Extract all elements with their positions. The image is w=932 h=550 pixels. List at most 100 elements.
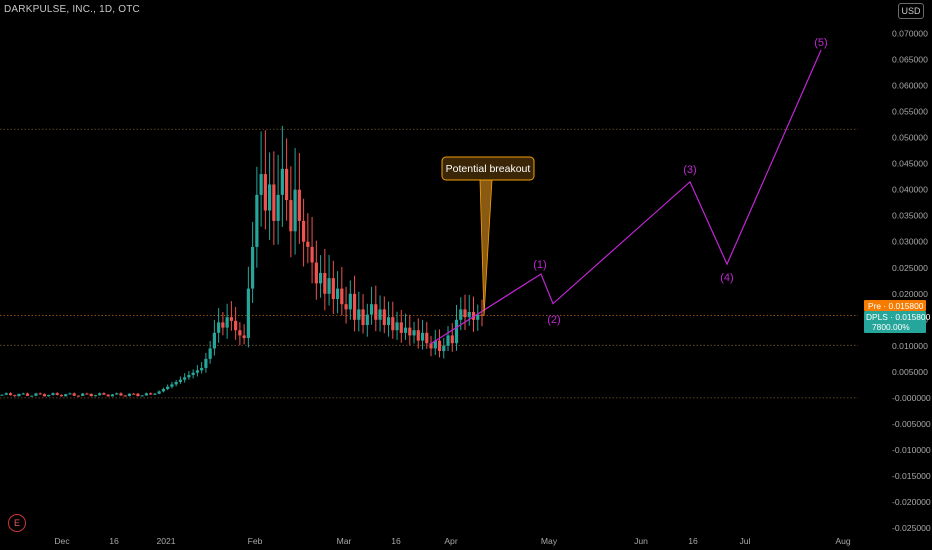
time-axis: Dec 16 2021 Feb Mar 16 Apr May Jun 16 Jul Aug bbox=[54, 536, 851, 546]
candle-body bbox=[102, 393, 106, 395]
candle-body bbox=[289, 200, 293, 232]
candle-body bbox=[314, 262, 318, 284]
candle-body bbox=[21, 393, 25, 395]
price-tick-label: -0.025000 bbox=[892, 523, 931, 533]
candle-body bbox=[408, 327, 412, 336]
candle-body bbox=[297, 189, 301, 221]
candle-body bbox=[17, 394, 21, 397]
price-tick-label: 0.035000 bbox=[892, 211, 928, 221]
candle-body bbox=[234, 320, 238, 331]
candle-body bbox=[259, 174, 263, 195]
price-tick-label: 0.070000 bbox=[892, 28, 928, 38]
candle-body bbox=[378, 309, 382, 320]
candle-body bbox=[51, 393, 55, 396]
candle-body bbox=[212, 332, 216, 349]
candle-body bbox=[8, 393, 13, 396]
price-axis: 0.070000 0.065000 0.060000 0.055000 0.050000… bbox=[892, 28, 931, 533]
candle-body bbox=[280, 168, 284, 195]
candle-body bbox=[161, 389, 166, 392]
candle-body bbox=[0, 394, 4, 396]
candle-body bbox=[221, 322, 225, 328]
candle-body bbox=[178, 379, 183, 383]
time-tick-label: May bbox=[541, 536, 558, 546]
candle-body bbox=[395, 322, 399, 331]
time-tick-label: Mar bbox=[337, 536, 352, 546]
candle-body bbox=[369, 304, 374, 315]
candle-body bbox=[331, 278, 335, 299]
candle-body bbox=[72, 393, 76, 396]
wave-label: (4) bbox=[720, 272, 733, 284]
wave-label: (5) bbox=[814, 37, 827, 49]
candle-body bbox=[365, 314, 369, 326]
callout-pointer bbox=[479, 179, 493, 316]
candle-body bbox=[183, 377, 187, 380]
last-price-badge bbox=[864, 311, 926, 333]
candle-body bbox=[191, 372, 195, 375]
time-tick-label: Dec bbox=[54, 536, 70, 546]
time-tick-label: 16 bbox=[109, 536, 119, 546]
candle-body bbox=[238, 330, 242, 336]
price-tick-label: 0.065000 bbox=[892, 55, 928, 65]
time-tick-label: 16 bbox=[688, 536, 698, 546]
candle-body bbox=[174, 382, 178, 385]
callout-box bbox=[441, 156, 535, 181]
candle-body bbox=[416, 330, 420, 341]
candle-body bbox=[480, 314, 484, 316]
candle-body bbox=[85, 393, 89, 395]
earnings-event-badge[interactable]: E bbox=[8, 514, 26, 532]
time-tick-label: Jun bbox=[634, 536, 648, 546]
price-tick-label: 0.040000 bbox=[892, 185, 928, 195]
candle-body bbox=[471, 312, 476, 320]
candle-body bbox=[255, 194, 259, 247]
candle-body bbox=[200, 367, 204, 371]
candle-body bbox=[454, 319, 459, 344]
time-tick-label: Aug bbox=[835, 536, 851, 546]
candle-body bbox=[38, 393, 42, 395]
candle-body bbox=[55, 393, 59, 395]
candle-body bbox=[242, 335, 246, 339]
candle-body bbox=[149, 393, 153, 395]
candle-body bbox=[251, 246, 255, 289]
candle-body bbox=[153, 393, 157, 395]
candlestick-series bbox=[0, 125, 484, 397]
candle-body bbox=[327, 278, 331, 294]
elliott-wave-projection: (1) (2) (3) (4) (5) bbox=[429, 37, 828, 345]
candle-body bbox=[25, 393, 30, 396]
candle-body bbox=[429, 343, 433, 349]
candle-body bbox=[268, 184, 272, 211]
time-tick-label: Feb bbox=[248, 536, 263, 546]
candle-body bbox=[47, 395, 51, 397]
price-tick-label: 0.030000 bbox=[892, 237, 928, 247]
candle-body bbox=[467, 312, 471, 318]
candle-body bbox=[59, 394, 64, 397]
candle-body bbox=[335, 288, 340, 299]
price-tick-label: 0.005000 bbox=[892, 367, 928, 377]
candle-body bbox=[110, 394, 115, 397]
candle-body bbox=[170, 384, 174, 387]
price-tick-label: 0.055000 bbox=[892, 107, 928, 117]
percent-change-label: 7800.00% bbox=[872, 322, 910, 332]
currency-selector[interactable]: USD bbox=[898, 3, 924, 19]
candle-body bbox=[136, 393, 140, 397]
candle-body bbox=[352, 293, 357, 320]
candle-body bbox=[348, 293, 352, 310]
candle-body bbox=[391, 317, 395, 331]
time-tick-label: 2021 bbox=[156, 536, 175, 546]
candle-body bbox=[13, 395, 17, 397]
candle-body bbox=[412, 330, 416, 336]
candle-body bbox=[318, 272, 323, 284]
candle-body bbox=[386, 317, 391, 326]
callout-annotation: Potential breakout bbox=[441, 156, 535, 316]
candle-body bbox=[433, 340, 437, 349]
candle-body bbox=[42, 394, 47, 397]
candle-body bbox=[93, 395, 98, 397]
candle-body bbox=[285, 168, 289, 201]
candle-body bbox=[34, 393, 38, 396]
last-price-label: DPLS · 0.015800 bbox=[866, 312, 931, 322]
candle-body bbox=[463, 309, 467, 318]
candle-body bbox=[459, 309, 463, 320]
price-tick-label: 0.050000 bbox=[892, 133, 928, 143]
candle-body bbox=[446, 335, 450, 346]
candle-body bbox=[64, 394, 68, 397]
